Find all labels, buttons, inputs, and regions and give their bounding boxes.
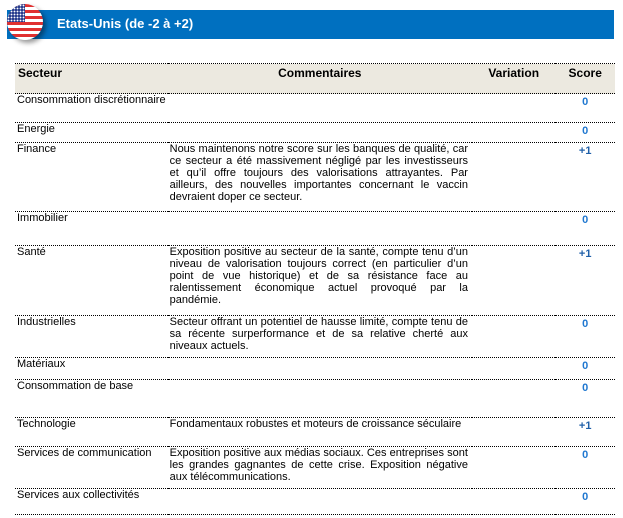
table-row: Technologie Fondamentaux robustes et mote… xyxy=(15,417,615,447)
col-variation: Variation xyxy=(471,63,556,94)
col-score: Score xyxy=(555,63,615,94)
sector-score: +1 xyxy=(555,142,615,212)
sector-comment: Fondamentaux robustes et moteurs de croi… xyxy=(167,417,472,447)
sector-variation xyxy=(471,357,556,380)
sector-score: 0 xyxy=(555,315,615,358)
col-commentaires: Commentaires xyxy=(167,63,472,94)
sector-comment xyxy=(167,93,472,123)
sector-name: Immobilier xyxy=(15,211,168,246)
sector-score: +1 xyxy=(555,417,615,447)
table-row: Industrielles Secteur offrant un potentie… xyxy=(15,315,615,358)
sector-variation xyxy=(471,417,556,447)
table-header: Secteur Commentaires Variation Score xyxy=(15,63,615,94)
sector-score: 0 xyxy=(555,122,615,143)
sector-name: Services de communication xyxy=(15,446,168,489)
sector-name: Services aux collectivités xyxy=(15,488,168,515)
col-secteur: Secteur xyxy=(15,63,168,94)
sector-comment: Exposition positive au secteur de la san… xyxy=(167,245,472,316)
sector-comment xyxy=(167,122,472,143)
table-row: Consommation de base 0 xyxy=(15,379,615,418)
sector-variation xyxy=(471,488,556,515)
sector-comment xyxy=(167,211,472,246)
table-row: Santé Exposition positive au secteur de l… xyxy=(15,245,615,316)
table-row: Services aux collectivités 0 xyxy=(15,488,615,515)
sector-name: Energie xyxy=(15,122,168,143)
sector-comment xyxy=(167,379,472,418)
table-row: Consommation discrétionnaire 0 xyxy=(15,93,615,123)
region-banner: Etats-Unis (de -2 à +2) xyxy=(7,10,614,39)
sector-variation xyxy=(471,211,556,246)
region-title: Etats-Unis (de -2 à +2) xyxy=(57,16,194,31)
sector-variation xyxy=(471,245,556,316)
sector-name: Finance xyxy=(15,142,168,212)
sector-comment: Exposition positive aux médias sociaux. … xyxy=(167,446,472,489)
sector-score: 0 xyxy=(555,379,615,418)
table-row: Services de communication Exposition posi… xyxy=(15,446,615,489)
sector-comment: Secteur offrant un potentiel de hausse l… xyxy=(167,315,472,358)
sector-comment xyxy=(167,357,472,380)
sector-name: Matériaux xyxy=(15,357,168,380)
sector-score: 0 xyxy=(555,357,615,380)
sector-score: 0 xyxy=(555,488,615,515)
sector-variation xyxy=(471,446,556,489)
sector-score: 0 xyxy=(555,211,615,246)
sector-score: 0 xyxy=(555,93,615,123)
sector-table: Secteur Commentaires Variation Score Con… xyxy=(15,63,615,515)
table-row: Energie 0 xyxy=(15,122,615,143)
table-row: Matériaux 0 xyxy=(15,357,615,380)
sector-score: +1 xyxy=(555,245,615,316)
table-row: Immobilier 0 xyxy=(15,211,615,246)
sector-comment: Nous maintenons notre score sur les banq… xyxy=(167,142,472,212)
sector-name: Consommation de base xyxy=(15,379,168,418)
sector-score: 0 xyxy=(555,446,615,489)
sector-variation xyxy=(471,142,556,212)
sector-name: Technologie xyxy=(15,417,168,447)
sector-variation xyxy=(471,122,556,143)
sector-name: Industrielles xyxy=(15,315,168,358)
sector-name: Santé xyxy=(15,245,168,316)
sector-variation xyxy=(471,315,556,358)
sector-variation xyxy=(471,379,556,418)
sector-variation xyxy=(471,93,556,123)
sector-comment xyxy=(167,488,472,515)
us-flag-icon xyxy=(7,4,43,40)
table-row: Finance Nous maintenons notre score sur l… xyxy=(15,142,615,212)
sector-name: Consommation discrétionnaire xyxy=(15,93,168,123)
